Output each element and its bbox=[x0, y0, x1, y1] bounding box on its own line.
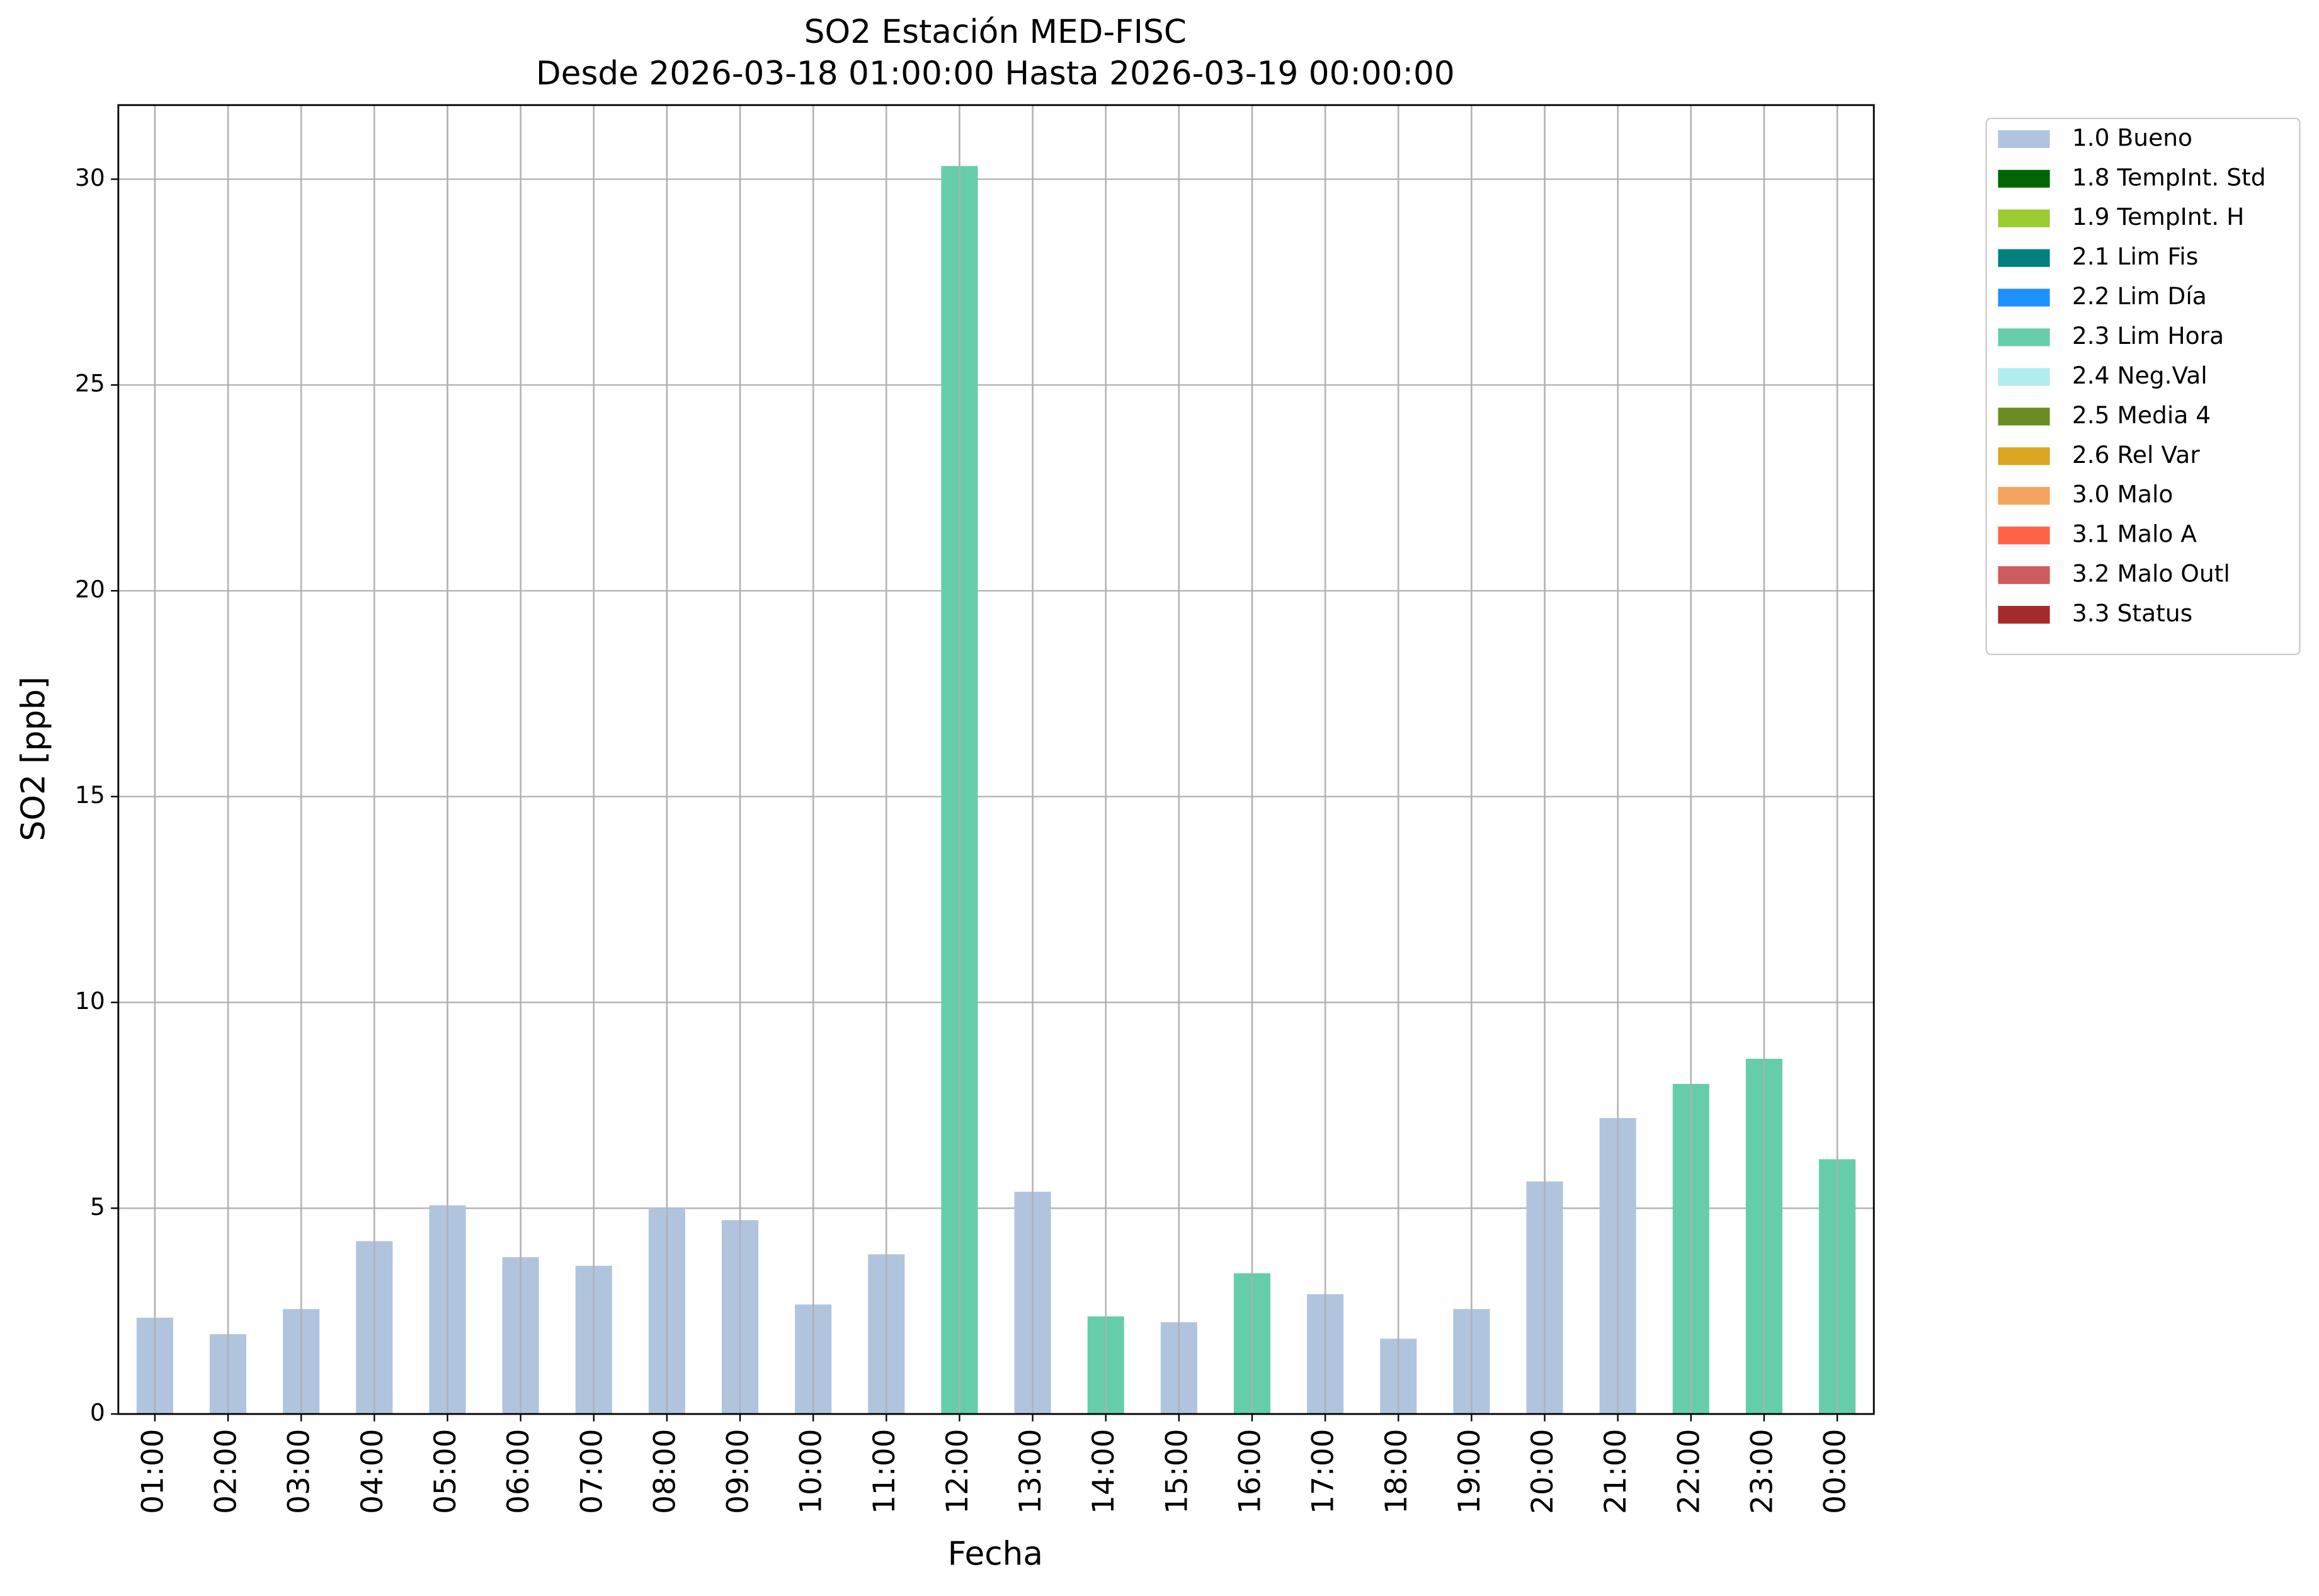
x-tick-label: 04:00 bbox=[355, 1429, 390, 1514]
legend-swatch bbox=[1998, 288, 2050, 307]
legend-box bbox=[1985, 117, 2301, 656]
legend-label: 1.0 Bueno bbox=[2072, 123, 2192, 151]
x-tick-label: 11:00 bbox=[867, 1429, 902, 1514]
y-tick-label: 25 bbox=[75, 370, 105, 397]
x-tick-label: 08:00 bbox=[647, 1429, 682, 1514]
legend-swatch bbox=[1998, 447, 2050, 465]
legend-label: 3.2 Malo Outl bbox=[2072, 560, 2230, 588]
x-tick-label: 05:00 bbox=[428, 1429, 463, 1514]
legend-label: 2.4 Neg.Val bbox=[2072, 362, 2208, 389]
legend-label: 2.3 Lim Hora bbox=[2072, 322, 2224, 350]
legend-label: 2.5 Media 4 bbox=[2072, 401, 2211, 429]
y-tick-label: 10 bbox=[75, 987, 105, 1015]
x-tick-label: 09:00 bbox=[721, 1429, 756, 1514]
legend-label: 2.6 Rel Var bbox=[2072, 441, 2200, 469]
legend-label: 3.0 Malo bbox=[2072, 481, 2174, 508]
x-tick-label: 18:00 bbox=[1379, 1429, 1414, 1514]
legend-label: 3.3 Status bbox=[2072, 600, 2192, 627]
x-tick-label: 01:00 bbox=[135, 1429, 170, 1514]
legend-swatch bbox=[1998, 408, 2050, 426]
legend-label: 2.1 Lim Fis bbox=[2072, 242, 2198, 270]
x-tick-label: 22:00 bbox=[1672, 1429, 1706, 1514]
x-tick-label: 13:00 bbox=[1013, 1429, 1048, 1514]
x-tick-label: 20:00 bbox=[1525, 1429, 1560, 1514]
legend-swatch bbox=[1998, 328, 2050, 346]
x-tick-label: 14:00 bbox=[1086, 1429, 1121, 1514]
legend-swatch bbox=[1998, 209, 2050, 227]
y-tick-label: 15 bbox=[75, 781, 105, 809]
x-tick-label: 12:00 bbox=[940, 1429, 975, 1514]
plot-area: 0 5 10 15 20 25 30 01:00 02:00 03:00 04:00 05:00 06:… bbox=[75, 105, 1874, 1514]
legend-swatch bbox=[1998, 169, 2050, 188]
chart-title: SO2 Estación MED-FISC bbox=[804, 13, 1187, 51]
x-tick-label: 03:00 bbox=[282, 1429, 317, 1514]
x-tick-label: 23:00 bbox=[1745, 1429, 1779, 1514]
legend-label: 2.2 Lim Día bbox=[2072, 282, 2207, 310]
x-tick-label: 07:00 bbox=[574, 1429, 609, 1514]
legend-swatch bbox=[1998, 605, 2050, 624]
x-tick-label: 00:00 bbox=[1818, 1429, 1853, 1514]
x-tick-label: 10:00 bbox=[794, 1429, 829, 1514]
legend-label: 3.1 Malo A bbox=[2072, 520, 2197, 548]
x-tick-label: 15:00 bbox=[1160, 1429, 1194, 1514]
x-axis-label: Fecha bbox=[948, 1535, 1043, 1573]
x-tick-label: 21:00 bbox=[1598, 1429, 1633, 1514]
legend-label: 1.8 TempInt. Std bbox=[2072, 163, 2266, 191]
x-tick-label: 16:00 bbox=[1233, 1429, 1268, 1514]
chart-subtitle: Desde 2026-03-18 01:00:00 Hasta 2026-03-… bbox=[536, 55, 1455, 93]
y-axis-label: SO2 [ppb] bbox=[14, 676, 52, 841]
x-tick-label: 02:00 bbox=[209, 1429, 244, 1514]
legend-swatch bbox=[1998, 527, 2050, 545]
legend-swatch bbox=[1998, 487, 2050, 505]
y-tick-label: 0 bbox=[90, 1399, 105, 1427]
y-tick-label: 5 bbox=[90, 1193, 105, 1221]
x-tick-label: 19:00 bbox=[1452, 1429, 1487, 1514]
x-tick-label: 17:00 bbox=[1306, 1429, 1341, 1514]
plot-frame bbox=[117, 104, 1875, 1415]
legend-swatch bbox=[1998, 566, 2050, 584]
legend-swatch bbox=[1998, 249, 2050, 267]
legend-label: 1.9 TempInt. H bbox=[2072, 203, 2245, 231]
y-tick-label: 20 bbox=[75, 576, 105, 603]
legend-swatch bbox=[1998, 368, 2050, 386]
legend-swatch bbox=[1998, 130, 2050, 148]
x-tick-label: 06:00 bbox=[501, 1429, 536, 1514]
y-tick-label: 30 bbox=[75, 164, 105, 191]
legend: 1.0 Bueno 1.8 TempInt. Std 1.9 TempInt. H 2… bbox=[1985, 117, 2301, 656]
